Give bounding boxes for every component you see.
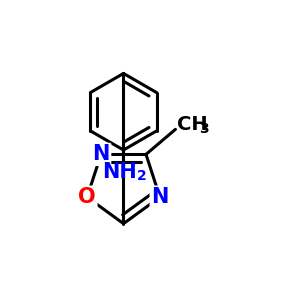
Text: O: O: [78, 187, 96, 207]
Text: 3: 3: [200, 122, 209, 136]
Text: 2: 2: [137, 169, 147, 184]
Text: N: N: [151, 187, 169, 207]
Text: NH: NH: [103, 162, 137, 182]
Text: N: N: [92, 144, 110, 164]
Text: CH: CH: [177, 115, 208, 134]
